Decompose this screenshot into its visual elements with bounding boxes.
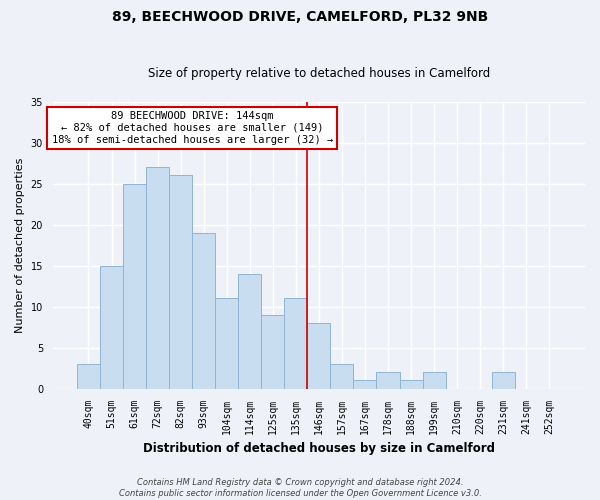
Bar (215, 298, 238, 388)
Bar (422, 372, 446, 388)
Bar (192, 233, 215, 388)
Bar (169, 176, 192, 388)
Bar (284, 298, 307, 388)
Bar (100, 266, 123, 388)
Bar (146, 167, 169, 388)
Y-axis label: Number of detached properties: Number of detached properties (15, 158, 25, 333)
X-axis label: Distribution of detached houses by size in Camelford: Distribution of detached houses by size … (143, 442, 495, 455)
Bar (353, 380, 376, 388)
Text: Contains HM Land Registry data © Crown copyright and database right 2024.
Contai: Contains HM Land Registry data © Crown c… (119, 478, 481, 498)
Bar (238, 274, 261, 388)
Text: 89, BEECHWOOD DRIVE, CAMELFORD, PL32 9NB: 89, BEECHWOOD DRIVE, CAMELFORD, PL32 9NB (112, 10, 488, 24)
Bar (307, 323, 331, 388)
Text: 89 BEECHWOOD DRIVE: 144sqm
← 82% of detached houses are smaller (149)
18% of sem: 89 BEECHWOOD DRIVE: 144sqm ← 82% of deta… (52, 112, 333, 144)
Title: Size of property relative to detached houses in Camelford: Size of property relative to detached ho… (148, 66, 490, 80)
Bar (400, 380, 422, 388)
Bar (261, 315, 284, 388)
Bar (331, 364, 353, 388)
Bar (123, 184, 146, 388)
Bar (376, 372, 400, 388)
Bar (77, 364, 100, 388)
Bar (491, 372, 515, 388)
